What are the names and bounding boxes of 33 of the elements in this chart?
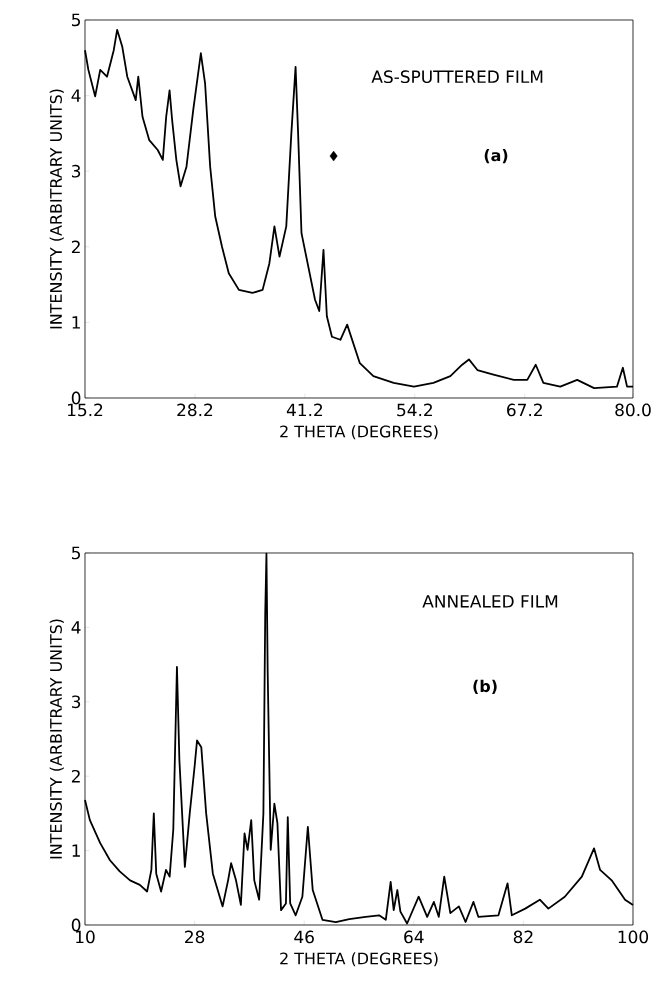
y-tick-label: 4 — [71, 89, 81, 102]
x-tick-label: 15.2 — [68, 403, 103, 417]
annotation: (a) — [484, 148, 508, 164]
y-tick-label: 4 — [71, 621, 81, 634]
y-axis-title: INTENSITY (ARBITRARY UNITS) — [49, 619, 64, 859]
x-axis-title: 2 THETA (DEGREES) — [280, 952, 438, 967]
x-tick-label: 41.2 — [286, 403, 323, 417]
x-tick-label: 28 — [185, 930, 205, 944]
x-tick-label: 100 — [618, 930, 649, 944]
x-tick-label: 10 — [76, 930, 95, 944]
x-tick-label: 28.2 — [177, 403, 213, 417]
y-tick-label: 0 — [71, 918, 81, 932]
y-tick-label: 0 — [71, 391, 81, 405]
x-tick-label: 80.0 — [615, 403, 651, 417]
y-tick-label: 2 — [71, 769, 80, 783]
x-axis-title: 2 THETA (DEGREES) — [280, 425, 438, 440]
y-tick-label: 3 — [72, 695, 81, 709]
y-tick-label: 3 — [72, 164, 81, 178]
x-tick-label: 82 — [513, 930, 533, 944]
y-tick-label: 1 — [72, 844, 80, 857]
x-tick-label: 54.2 — [397, 403, 432, 417]
x-tick-label: 67.2 — [507, 403, 542, 417]
y-tick-label: 5 — [72, 13, 80, 27]
annotation: ANNEALED FILM — [422, 595, 558, 608]
y-tick-label: 1 — [72, 316, 80, 329]
x-tick-label: 64 — [404, 930, 424, 944]
y-tick-label: 2 — [71, 240, 80, 254]
x-tick-label: 46 — [294, 930, 314, 944]
line-series — [84, 552, 634, 925]
y-axis-title: INTENSITY (ARBITRARY UNITS) — [49, 89, 64, 329]
annotation: AS-SPUTTERED FILM — [371, 70, 543, 84]
annotation: (b) — [473, 679, 497, 695]
y-tick-label: 5 — [72, 546, 80, 560]
